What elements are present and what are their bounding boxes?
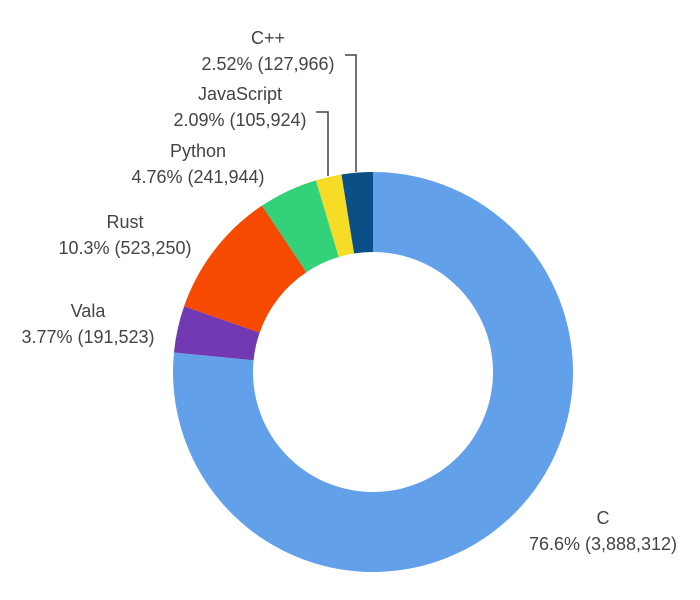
slice-value-label: 4.76% (241,944) [131, 167, 264, 187]
slice-value-label: 10.3% (523,250) [58, 238, 191, 258]
slice-label: C [597, 508, 610, 528]
slice-c [172, 172, 574, 572]
slice-value-label: 3.77% (191,523) [21, 327, 154, 347]
slice-rust [184, 205, 307, 333]
slice-cpp [341, 172, 373, 254]
slice-label: JavaScript [198, 84, 282, 104]
leader-line-javascript [316, 111, 329, 176]
slice-label: Vala [71, 301, 107, 321]
slice-python [261, 180, 339, 273]
slice-javascript [315, 174, 355, 257]
slice-value-label: 76.6% (3,888,312) [529, 534, 677, 554]
slice-value-label: 2.09% (105,924) [173, 110, 306, 130]
slice-value-label: 2.52% (127,966) [201, 54, 334, 74]
leader-line-cpp [345, 54, 357, 172]
slice-vala [173, 306, 260, 361]
slice-label: C++ [251, 28, 285, 48]
slice-label: Python [170, 141, 226, 161]
slice-label: Rust [106, 212, 143, 232]
